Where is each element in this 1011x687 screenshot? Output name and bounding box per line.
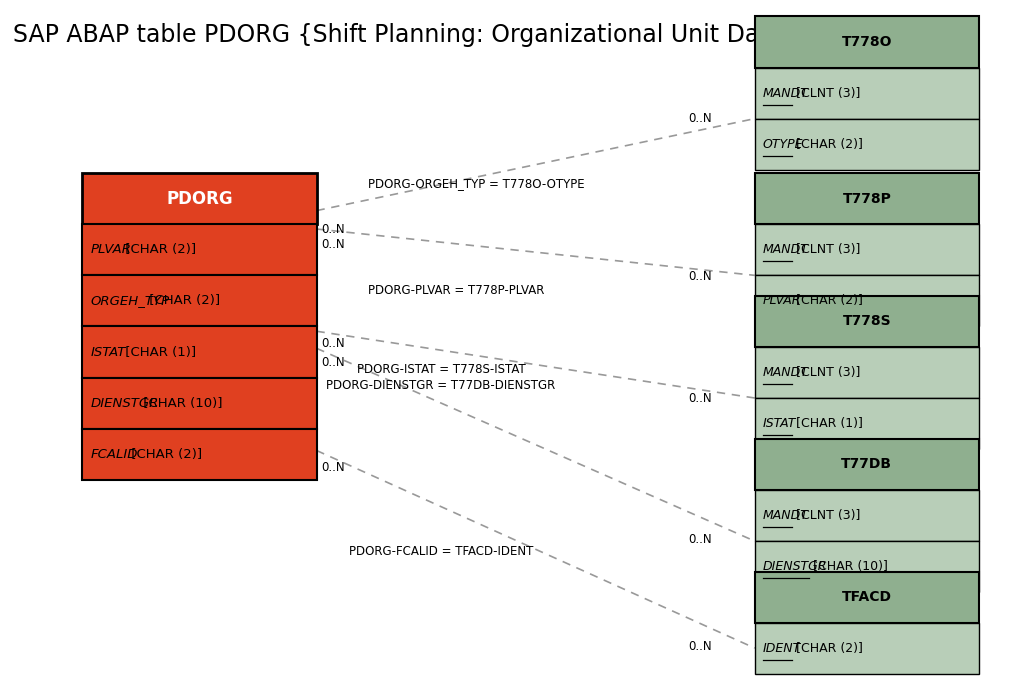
Text: IDENT: IDENT	[762, 642, 801, 655]
Text: 0..N: 0..N	[321, 461, 345, 474]
Text: PDORG-PLVAR = T778P-PLVAR: PDORG-PLVAR = T778P-PLVAR	[368, 284, 544, 297]
Text: T778S: T778S	[842, 315, 891, 328]
Text: ISTAT: ISTAT	[90, 346, 125, 359]
Text: [CHAR (1)]: [CHAR (1)]	[121, 346, 196, 359]
Text: 0..N: 0..N	[688, 533, 712, 546]
Text: MANDT: MANDT	[762, 366, 809, 379]
FancyBboxPatch shape	[755, 67, 979, 119]
Text: PLVAR: PLVAR	[762, 295, 801, 307]
Text: TFACD: TFACD	[842, 590, 892, 605]
FancyBboxPatch shape	[755, 398, 979, 449]
Text: PDORG-ORGEH_TYP = T778O-OTYPE: PDORG-ORGEH_TYP = T778O-OTYPE	[368, 177, 584, 190]
Text: 0..N: 0..N	[321, 223, 345, 236]
Text: DIENSTGR: DIENSTGR	[90, 396, 159, 409]
FancyBboxPatch shape	[755, 275, 979, 326]
FancyBboxPatch shape	[755, 173, 979, 224]
Text: SAP ABAP table PDORG {Shift Planning: Organizational Unit Data}: SAP ABAP table PDORG {Shift Planning: Or…	[13, 23, 798, 47]
Text: [CHAR (10)]: [CHAR (10)]	[809, 560, 888, 573]
Text: DIENSTGR: DIENSTGR	[762, 560, 827, 573]
FancyBboxPatch shape	[755, 224, 979, 275]
Text: [CHAR (2)]: [CHAR (2)]	[121, 243, 196, 256]
FancyBboxPatch shape	[83, 429, 316, 480]
Text: PDORG-DIENSTGR = T77DB-DIENSTGR: PDORG-DIENSTGR = T77DB-DIENSTGR	[327, 379, 556, 392]
FancyBboxPatch shape	[755, 119, 979, 170]
Text: MANDT: MANDT	[762, 243, 809, 256]
Text: 0..N: 0..N	[688, 640, 712, 653]
Text: FCALID: FCALID	[90, 448, 137, 461]
Text: [CHAR (2)]: [CHAR (2)]	[792, 642, 862, 655]
Text: [CLNT (3)]: [CLNT (3)]	[792, 243, 860, 256]
Text: [CHAR (2)]: [CHAR (2)]	[792, 137, 862, 150]
FancyBboxPatch shape	[83, 173, 316, 224]
Text: [CLNT (3)]: [CLNT (3)]	[792, 87, 860, 100]
Text: T778O: T778O	[841, 35, 892, 49]
Text: PLVAR: PLVAR	[90, 243, 131, 256]
Text: [CHAR (2)]: [CHAR (2)]	[146, 295, 220, 307]
FancyBboxPatch shape	[755, 623, 979, 674]
FancyBboxPatch shape	[83, 326, 316, 378]
Text: MANDT: MANDT	[762, 509, 809, 522]
FancyBboxPatch shape	[755, 16, 979, 67]
Text: MANDT: MANDT	[762, 87, 809, 100]
Text: ISTAT: ISTAT	[762, 417, 796, 430]
FancyBboxPatch shape	[755, 439, 979, 490]
FancyBboxPatch shape	[755, 296, 979, 347]
FancyBboxPatch shape	[755, 347, 979, 398]
FancyBboxPatch shape	[83, 275, 316, 326]
Text: 0..N: 0..N	[688, 112, 712, 125]
Text: 0..N: 0..N	[321, 337, 345, 350]
Text: PDORG: PDORG	[166, 190, 233, 207]
Text: 0..N: 0..N	[321, 356, 345, 369]
Text: 0..N: 0..N	[688, 270, 712, 283]
FancyBboxPatch shape	[83, 378, 316, 429]
Text: 0..N: 0..N	[688, 392, 712, 405]
Text: [CHAR (2)]: [CHAR (2)]	[127, 448, 202, 461]
FancyBboxPatch shape	[755, 572, 979, 623]
FancyBboxPatch shape	[83, 224, 316, 275]
Text: PDORG-FCALID = TFACD-IDENT: PDORG-FCALID = TFACD-IDENT	[349, 545, 533, 558]
Text: [CLNT (3)]: [CLNT (3)]	[792, 366, 860, 379]
Text: [CHAR (2)]: [CHAR (2)]	[792, 295, 862, 307]
Text: PDORG-ISTAT = T778S-ISTAT: PDORG-ISTAT = T778S-ISTAT	[357, 363, 526, 376]
Text: T77DB: T77DB	[841, 458, 893, 471]
Text: ORGEH_TYP: ORGEH_TYP	[90, 295, 170, 307]
Text: 0..N: 0..N	[321, 238, 345, 251]
Text: T778P: T778P	[842, 192, 892, 205]
Text: [CLNT (3)]: [CLNT (3)]	[792, 509, 860, 522]
Text: OTYPE: OTYPE	[762, 137, 803, 150]
FancyBboxPatch shape	[755, 541, 979, 592]
FancyBboxPatch shape	[755, 490, 979, 541]
Text: [CHAR (10)]: [CHAR (10)]	[140, 396, 222, 409]
Text: [CHAR (1)]: [CHAR (1)]	[792, 417, 862, 430]
